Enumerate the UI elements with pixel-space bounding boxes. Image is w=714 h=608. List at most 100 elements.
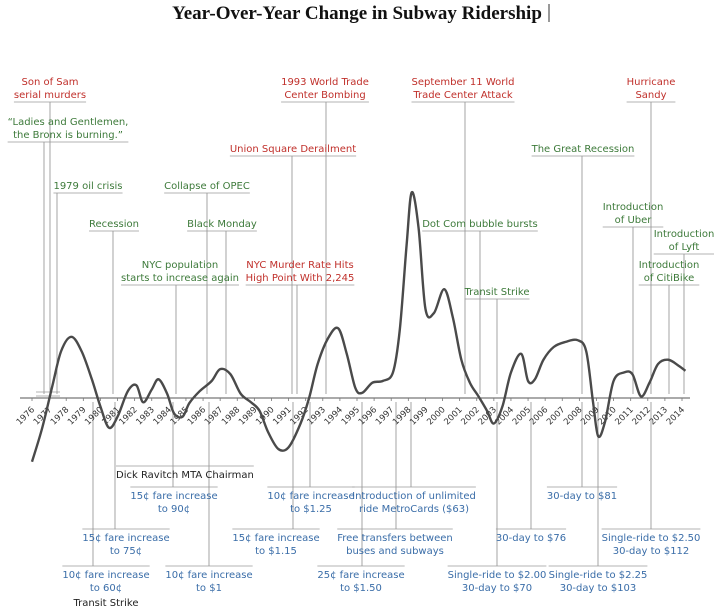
annotation-september-11: September 11 World Trade Center Attack: [411, 77, 515, 103]
annotation-intro-citibike: Introduction of CitiBike: [638, 260, 700, 286]
annotation-text: Collapse of OPEC: [164, 181, 250, 192]
x-tick-label: 2014: [665, 405, 687, 427]
annotation-unlimited-metrocard: Introduction of unlimited ride MetroCards…: [352, 486, 476, 515]
annotation-fare-150: 25¢ fare increase to $1.50: [317, 565, 405, 594]
annotation-free-transfers: Free transfers between buses and subways: [337, 528, 453, 557]
annotation-fare-1: 10¢ fare increase to $1: [165, 565, 253, 594]
annotation-fare-90: 15¢ fare increase to 90¢: [130, 486, 218, 515]
x-tick-label: 2002: [459, 405, 481, 427]
x-tick-label: 1987: [203, 405, 225, 427]
x-tick-label: 2007: [545, 405, 567, 427]
annotation-text: 15¢ fare increase: [232, 533, 319, 544]
annotation-text: Dot Com bubble bursts: [422, 219, 538, 230]
annotation-wtc-bombing-1993: 1993 World Trade Center Bombing: [281, 77, 369, 103]
annotation-text: Single-ride to $2.50: [602, 533, 701, 544]
annotation-text: 15¢ fare increase: [82, 533, 169, 544]
annotation-intro-lyft: Introduction of Lyft: [653, 229, 714, 255]
x-tick-label: 1986: [186, 405, 208, 427]
x-tick-label: 1995: [340, 405, 362, 427]
annotation-text: to 75¢: [110, 546, 142, 557]
event-annotations: Son of Sam serial murders “Ladies and Gent…: [7, 77, 714, 608]
annotation-text: 10¢ fare increase: [62, 570, 149, 581]
ridership-series: [30, 191, 687, 463]
annotation-text: to $1: [196, 583, 222, 594]
x-tick-label: 1983: [134, 405, 156, 427]
annotation-text: September 11 World: [411, 77, 514, 88]
annotation-text: Single-ride to $2.25: [549, 570, 648, 581]
annotation-text: Center Bombing: [284, 90, 365, 101]
annotation-fare-115: 15¢ fare increase to $1.15: [232, 528, 320, 557]
annotation-text: Hurricane: [627, 77, 676, 88]
annotation-text: Introduction of unlimited: [352, 491, 476, 502]
x-tick-label: 1989: [237, 405, 259, 427]
annotation-text: the Bronx is burning.”: [13, 130, 123, 141]
annotation-single-250: Single-ride to $2.50 30-day to $112: [601, 528, 701, 557]
annotation-dot-com: Dot Com bubble bursts: [422, 219, 538, 232]
annotation-text: to 90¢: [158, 504, 190, 515]
annotation-hurricane-sandy: Hurricane Sandy: [626, 77, 676, 103]
annotation-single-200: Single-ride to $2.00 30-day to $70: [447, 565, 547, 594]
annotation-text: to $1.25: [290, 504, 332, 515]
x-tick-label: 2000: [425, 405, 447, 427]
annotation-text: High Point With 2,245: [246, 273, 355, 284]
x-tick-label: 2001: [442, 405, 464, 427]
annotation-nyc-population: NYC population starts to increase again: [121, 260, 239, 286]
annotation-text: serial murders: [14, 90, 86, 101]
annotation-text: Sandy: [635, 90, 666, 101]
x-tick-label: 2008: [562, 405, 584, 427]
annotation-text: Son of Sam: [21, 77, 78, 88]
annotation-murder-rate: NYC Murder Rate Hits High Point With 2,24…: [245, 260, 355, 286]
annotation-thirty-81: 30-day to $81: [546, 486, 618, 502]
annotation-text: 30-day to $103: [560, 583, 637, 594]
annotation-text: to $1.50: [340, 583, 382, 594]
annotation-text: Introduction: [639, 260, 700, 271]
annotation-fare-125: 10¢ fare increase to $1.25: [267, 486, 355, 515]
annotation-leaders: [36, 102, 685, 566]
x-tick-label: 1976: [15, 405, 37, 427]
annotation-text: The Great Recession: [531, 144, 635, 155]
annotation-oil-crisis-1979: 1979 oil crisis: [53, 181, 123, 194]
annotation-text: Introduction: [654, 229, 714, 240]
x-tick-label: 1988: [220, 405, 242, 427]
annotation-text: 30-day to $112: [613, 546, 690, 557]
x-axis: 1976197719781979198019811982198319841985…: [15, 397, 690, 427]
annotation-text: Union Square Derailment: [230, 144, 356, 155]
x-tick-label: 1998: [391, 405, 413, 427]
annotation-son-of-sam: Son of Sam serial murders: [13, 77, 87, 103]
x-tick-label: 1978: [49, 405, 71, 427]
annotation-great-recession: The Great Recession: [531, 144, 635, 157]
annotation-text: 25¢ fare increase: [317, 570, 404, 581]
annotation-text: Transit Strike: [72, 598, 138, 608]
annotation-transit-strike-1980: Transit Strike: [72, 598, 138, 608]
ridership-line: [30, 191, 687, 463]
annotation-single-225: Single-ride to $2.25 30-day to $103: [548, 565, 648, 594]
annotation-thirty-76: 30-day to $76: [495, 528, 567, 544]
x-tick-label: 1993: [306, 405, 328, 427]
annotation-text: 1979 oil crisis: [53, 181, 122, 192]
annotation-text: to 60¢: [90, 583, 122, 594]
annotation-text: Recession: [89, 219, 139, 230]
annotation-text: ride MetroCards ($63): [359, 504, 469, 515]
annotation-text: 1993 World Trade: [281, 77, 369, 88]
annotation-text: Transit Strike: [463, 287, 529, 298]
x-tick-label: 2012: [631, 405, 653, 427]
annotation-text: 30-day to $70: [462, 583, 532, 594]
annotation-text: Introduction: [603, 202, 664, 213]
annotation-collapse-of-opec: Collapse of OPEC: [164, 181, 250, 194]
x-tick-label: 2003: [477, 405, 499, 427]
annotation-text: “Ladies and Gentlemen,: [8, 117, 129, 128]
x-tick-label: 1994: [323, 405, 345, 427]
annotation-text: buses and subways: [346, 546, 444, 557]
x-tick-label: 1999: [408, 405, 430, 427]
annotation-text: 30-day to $81: [547, 491, 617, 502]
x-tick-label: 1997: [374, 405, 396, 427]
annotation-intro-uber: Introduction of Uber: [602, 202, 664, 228]
annotation-fare-75: 15¢ fare increase to 75¢: [82, 528, 170, 557]
annotation-text: to $1.15: [255, 546, 297, 557]
annotation-union-square-derailment: Union Square Derailment: [229, 144, 356, 157]
x-tick-label: 2011: [613, 405, 635, 427]
annotation-text: Trade Center Attack: [412, 90, 513, 101]
annotation-text: Dick Ravitch MTA Chairman: [116, 470, 254, 481]
annotation-text: 15¢ fare increase: [130, 491, 217, 502]
